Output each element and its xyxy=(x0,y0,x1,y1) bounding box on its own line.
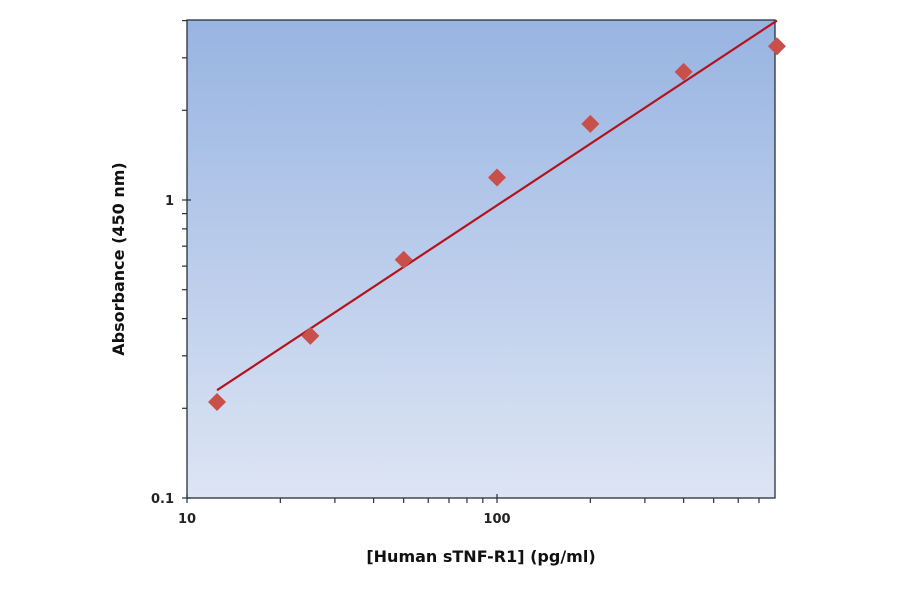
data-point-diamond xyxy=(581,114,600,133)
data-point-diamond xyxy=(488,168,506,187)
ticks xyxy=(182,19,760,503)
data-point-diamond xyxy=(208,392,227,411)
y-tick-label: 0.1 xyxy=(151,492,174,507)
y-axis-title: Absorbance (450 nm) xyxy=(109,162,128,355)
plot-area xyxy=(187,20,775,498)
y-tick-label: 1 xyxy=(165,194,174,209)
plot-frame xyxy=(186,19,776,499)
tick-labels: 10 100 0.1 1 xyxy=(151,194,511,527)
data-points xyxy=(208,37,786,411)
x-tick-label: 10 xyxy=(178,512,196,527)
data-point-diamond xyxy=(394,250,413,269)
data-point-diamond xyxy=(767,37,786,56)
axes xyxy=(186,19,776,499)
data-point-diamond xyxy=(301,326,320,345)
x-tick-label: 100 xyxy=(483,512,510,527)
data-point-diamond xyxy=(674,62,693,81)
x-axis-title: [Human sTNF-R1] (pg/ml) xyxy=(366,547,595,566)
